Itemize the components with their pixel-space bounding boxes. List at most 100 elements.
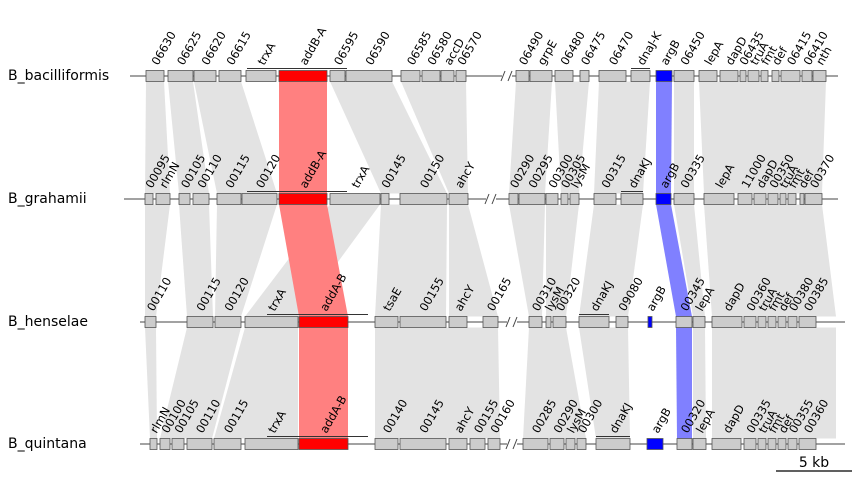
gene-dnaj-k-box: [630, 70, 651, 82]
gene-trxa-box: [329, 193, 381, 205]
gene-11000-box: [737, 193, 753, 205]
homology-link: [704, 204, 836, 317]
homology-link: [375, 204, 447, 317]
gene-label: lepA: [701, 38, 726, 67]
homology-link: [555, 81, 589, 194]
gene-grpe-box: [529, 70, 553, 82]
gene-ahcy-box: [448, 438, 468, 450]
gene-lepa-box: [692, 438, 707, 450]
gene-label: 06615: [223, 29, 253, 68]
gene-00120-box: [241, 193, 278, 205]
gene-00115-box: [186, 316, 214, 328]
gene-label: argB: [643, 283, 669, 313]
gene-00115-box: [213, 438, 242, 450]
gene-lepa-box: [703, 193, 735, 205]
gene-06410-box: [801, 70, 813, 82]
gene-addb-a-box: [278, 193, 328, 205]
gene-00360-box: [798, 438, 817, 450]
genome-label-quintana: B_quintana: [8, 436, 87, 452]
homology-link: [375, 327, 500, 439]
gene-label: 06595: [331, 29, 361, 68]
gene-06630-box: [145, 70, 165, 82]
gene-00115-box: [216, 193, 242, 205]
homology-link: [145, 327, 157, 439]
gene-00345-box: [675, 316, 693, 328]
gene-06480-box: [554, 70, 574, 82]
gene-06490-box: [515, 70, 530, 82]
break-mark: [484, 193, 490, 205]
break-mark: [491, 193, 497, 205]
gene-00335-box: [743, 438, 757, 450]
gene-00335-box: [673, 193, 695, 205]
genome-track: [140, 436, 845, 450]
gene-lepa-box: [698, 70, 718, 82]
gene-00320-box: [552, 316, 567, 328]
gene-def-box: [799, 193, 805, 205]
gene-label: 06470: [606, 29, 636, 68]
gene-00285-box: [522, 438, 549, 450]
homology-link: [179, 204, 213, 317]
homology-link: [579, 327, 630, 439]
gene-fmt-box: [787, 193, 797, 205]
break-mark: [500, 70, 506, 82]
homology-link: [449, 204, 498, 317]
break-gap: [507, 441, 517, 447]
gene-def-box: [777, 438, 787, 450]
gene-00105-box: [171, 438, 185, 450]
homology-link: [401, 81, 468, 194]
homology-links: [145, 81, 836, 439]
scale-bar: 5 kb: [776, 455, 852, 472]
gene-trxa-box: [244, 438, 299, 450]
gene-00370-box: [804, 193, 823, 205]
break-mark: [505, 438, 511, 450]
gene-06625-box: [167, 70, 194, 82]
gene-06585-box: [400, 70, 421, 82]
gene-adda-b-box: [298, 438, 349, 450]
genome-label-henselae: B_henselae: [8, 314, 88, 330]
genome-track: [124, 191, 838, 205]
break-mark: [512, 316, 518, 328]
homology-link: [145, 81, 170, 194]
genome-label-bacilliformis: B_bacilliformis: [8, 68, 109, 84]
gene-fmt-box: [767, 316, 777, 328]
homology-link: [699, 81, 826, 194]
gene-00315-box: [593, 193, 617, 205]
gene-trxa-box: [245, 70, 277, 82]
gene-label: argB: [648, 405, 674, 435]
gene-00110-box: [186, 438, 213, 450]
gene-06615-box: [218, 70, 242, 82]
gene-dapd-box: [719, 70, 739, 82]
homology-link: [693, 327, 706, 439]
gene-06570-box: [455, 70, 467, 82]
gene-06580-box: [421, 70, 441, 82]
homology-link: [523, 327, 586, 439]
gene-trua-box: [757, 438, 767, 450]
scale-bar-label: 5 kb: [799, 455, 829, 471]
gene-accd-box: [440, 70, 455, 82]
gene-lysm-box: [569, 193, 580, 205]
break-mark: [507, 70, 513, 82]
gene-06450-box: [673, 70, 695, 82]
homology-link: [330, 81, 447, 194]
gene-06470-box: [598, 70, 627, 82]
gene-00355-box: [787, 438, 798, 450]
gene-nth-box: [812, 70, 827, 82]
addAB-homology-link: [279, 204, 348, 317]
gene-00140-box: [374, 438, 399, 450]
gene-dapd-box: [711, 438, 742, 450]
gene-00290-box: [549, 438, 565, 450]
addAB-homology-link: [279, 81, 327, 194]
gene-06620-box: [193, 70, 217, 82]
gene-dnakj-box: [620, 193, 644, 205]
gene-00305-box: [560, 193, 569, 205]
gene-addb-a-box: [278, 70, 328, 82]
gene-adda-b-box: [298, 316, 349, 328]
gene-00100-box: [159, 438, 171, 450]
gene-00300-box: [545, 193, 559, 205]
gene-def-box: [771, 70, 780, 82]
gene-00350-box: [767, 193, 779, 205]
gene-lepa-box: [692, 316, 706, 328]
homology-link: [145, 204, 170, 317]
gene-argb-box: [646, 438, 664, 450]
break-gap: [486, 196, 496, 202]
